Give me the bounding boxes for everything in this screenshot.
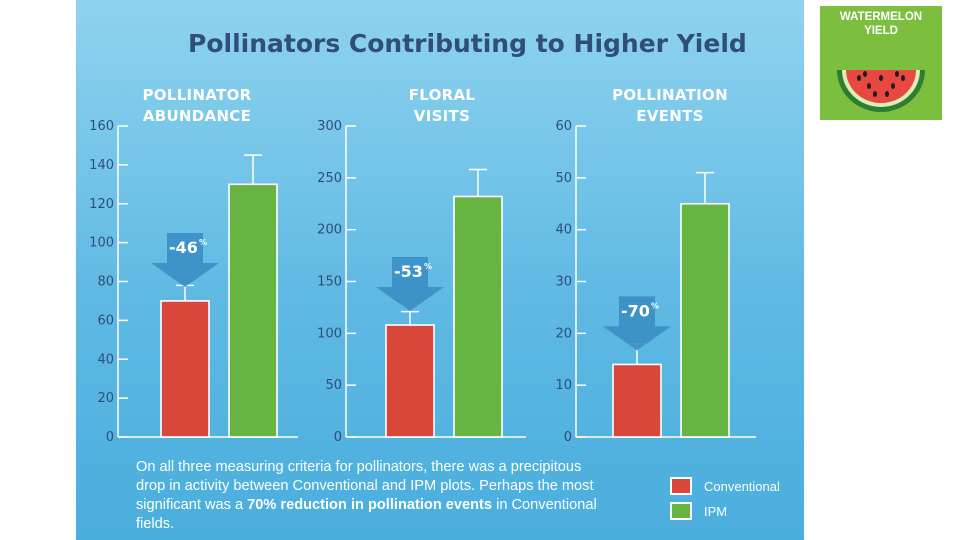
change-unit-floral-visits: % [424,262,432,271]
change-label-pollinator-abundance: -46 [169,238,198,257]
badge-line1: WATERMELON [839,11,923,23]
y-tick-label: 20 [555,326,572,341]
change-label-floral-visits: -53 [394,262,423,281]
watermelon-slice-icon [837,70,925,112]
y-tick-label: 60 [555,119,572,134]
y-tick-label: 20 [97,391,114,406]
y-tick-label: 10 [555,378,572,393]
chart-title-pollination-events: POLLINATION [612,86,728,104]
y-tick-label: 300 [317,119,342,134]
legend-label-conventional: Conventional [704,478,780,494]
legend-swatch-conventional [670,477,692,495]
chart-title-floral-visits: VISITS [414,107,470,125]
change-unit-pollinator-abundance: % [199,238,207,247]
change-label-pollination-events: -70 [621,301,650,320]
down-arrow-icon [151,232,219,287]
legend-item-ipm: IPM [670,502,727,520]
summary-part2: in Conventional fields. [136,497,597,532]
down-arrow-icon [603,296,671,351]
bar-conventional-pollinator-abundance [160,300,210,438]
y-tick-label: 60 [97,313,114,328]
y-tick-label: 120 [89,197,114,212]
summary-text: On all three measuring criteria for poll… [136,458,606,534]
y-tick-label: 100 [317,326,342,341]
down-arrow-icon [376,257,444,312]
y-tick-label: 30 [555,275,572,290]
badge-title: WATERMELON YIELD [820,10,942,38]
bar-conventional-floral-visits [385,324,435,438]
y-tick-label: 0 [564,430,572,445]
y-tick-label: 0 [334,430,342,445]
y-tick-label: 150 [317,275,342,290]
y-tick-label: 40 [97,352,114,367]
chart-title-pollinator-abundance: ABUNDANCE [143,107,251,125]
page-title: Pollinators Contributing to Higher Yield [188,29,747,58]
watermelon-yield-badge: WATERMELON YIELD [820,6,942,120]
y-tick-label: 200 [317,223,342,238]
legend-item-conventional: Conventional [670,477,780,495]
summary-highlight: 70% reduction in pollination events [247,497,493,513]
bar-ipm-pollination-events [680,202,730,438]
legend-swatch-ipm [670,502,692,520]
y-tick-label: 80 [97,275,114,290]
legend-label-ipm: IPM [704,503,728,519]
bar-ipm-floral-visits [453,195,503,438]
y-tick-label: 50 [555,171,572,186]
chart-title-pollination-events: EVENTS [636,107,704,125]
y-tick-label: 0 [106,430,114,445]
infographic-panel: Pollinators Contributing to Higher Yield… [76,0,804,540]
bar-conventional-pollination-events [612,363,662,438]
y-tick-label: 160 [89,119,114,134]
change-unit-pollination-events: % [651,301,659,310]
badge-line2: YIELD [864,25,898,37]
bar-ipm-pollinator-abundance [228,183,278,438]
chart-title-pollinator-abundance: POLLINATOR [143,86,252,104]
y-tick-label: 50 [325,378,342,393]
y-tick-label: 140 [89,158,114,173]
y-tick-label: 250 [317,171,342,186]
charts-canvas: Pollinators Contributing to Higher Yield… [89,29,756,445]
chart-title-floral-visits: FLORAL [409,86,476,104]
y-tick-label: 100 [89,236,114,251]
summary-part1: On all three measuring criteria for poll… [136,459,594,513]
y-tick-label: 40 [555,223,572,238]
